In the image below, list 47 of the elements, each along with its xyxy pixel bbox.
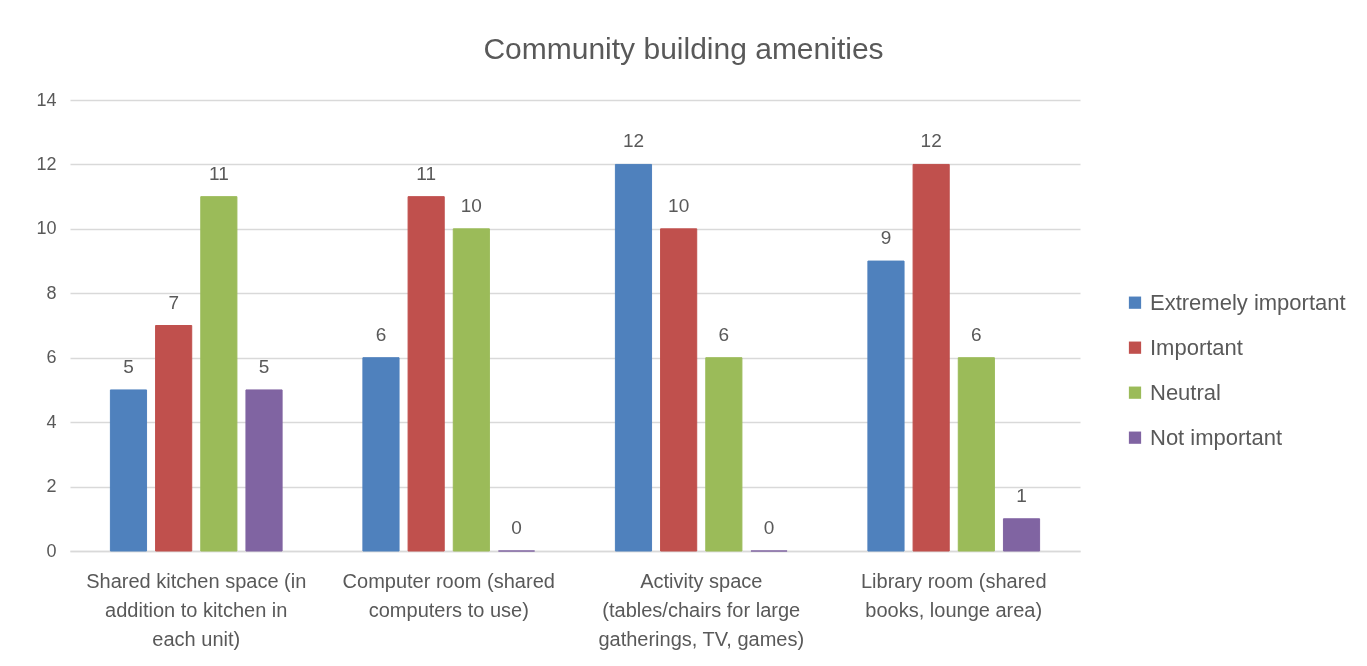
y-tick-label: 0	[46, 540, 57, 561]
legend-label: Extremely important	[1150, 289, 1346, 315]
bar	[109, 389, 148, 552]
data-label: 12	[622, 130, 645, 152]
data-label: 6	[718, 323, 730, 345]
data-label: 11	[208, 162, 229, 184]
bar	[245, 389, 283, 552]
data-label: 0	[763, 517, 775, 538]
data-label: 10	[668, 194, 690, 216]
x-tick-label: Shared kitchen space (in addition to kitchen in each unit)	[86, 569, 307, 650]
data-label: 0	[511, 517, 522, 538]
bar	[614, 163, 653, 552]
bar	[660, 228, 698, 552]
bar	[1002, 518, 1041, 552]
data-label: 10	[460, 194, 482, 216]
y-tick-label: 8	[46, 282, 57, 303]
bar	[867, 260, 905, 552]
bar	[705, 357, 743, 552]
y-tick-label: 10	[36, 218, 57, 239]
bar	[407, 196, 445, 552]
data-label: 9	[880, 227, 892, 249]
x-tick-label: Library room (shared books, lounge area)	[860, 569, 1047, 621]
x-tick-label: Activity space (tables/chairs for large gatherings, TV, games)	[598, 569, 805, 650]
y-tick-label: 4	[46, 411, 57, 432]
bar	[452, 228, 490, 552]
data-label: 6	[971, 323, 982, 345]
y-tick-label: 6	[46, 347, 57, 368]
legend-label: Not important	[1150, 424, 1283, 450]
y-tick-label: 14	[36, 89, 57, 110]
bar	[912, 163, 950, 552]
data-label: 7	[168, 291, 179, 313]
x-tick-label: Computer room (shared computers to use)	[342, 569, 555, 621]
data-label: 5	[123, 355, 134, 377]
y-tick-label: 12	[36, 153, 57, 174]
legend-label: Neutral	[1150, 379, 1221, 405]
data-label: 5	[258, 355, 270, 377]
data-label: 12	[920, 130, 942, 152]
bar	[957, 357, 995, 552]
legend-label: Important	[1150, 334, 1243, 360]
bar	[362, 357, 400, 552]
data-label: 1	[1016, 484, 1027, 506]
bar	[200, 196, 238, 552]
data-label: 6	[375, 323, 387, 345]
y-tick-label: 2	[46, 476, 57, 497]
bar	[155, 325, 193, 552]
data-label: 11	[416, 162, 437, 184]
chart-title: Community building amenities	[483, 32, 884, 65]
